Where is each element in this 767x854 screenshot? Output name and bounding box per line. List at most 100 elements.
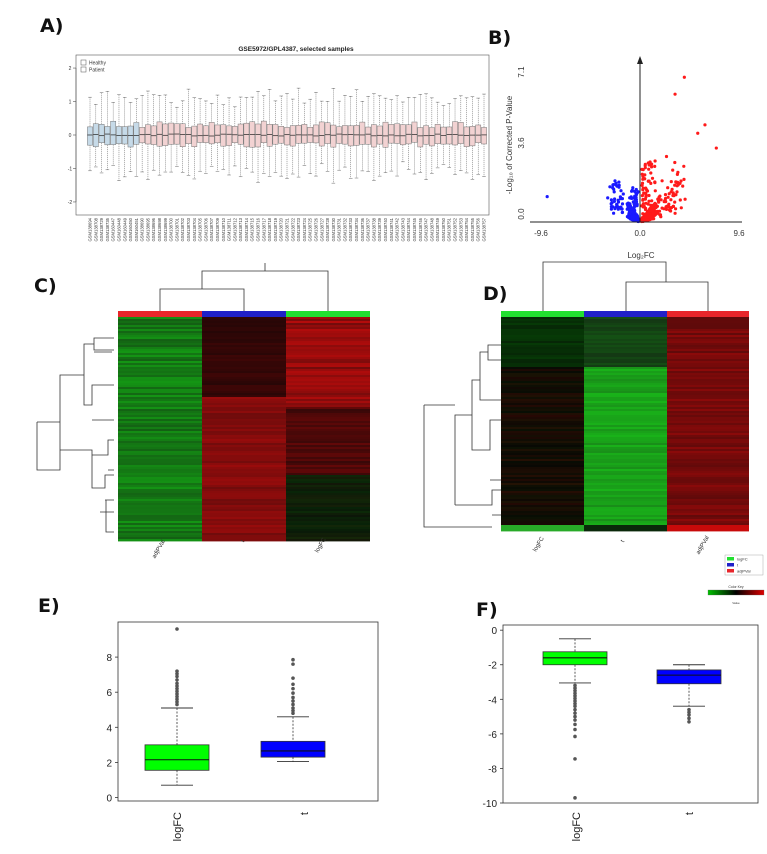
legend-label-logfc: logFC [737,557,748,562]
heatmap-cell [667,371,749,374]
heatmap-cell [584,403,667,406]
panel-a-sample-label: GSM138703 [186,217,191,241]
panel-a-box-body [475,124,482,143]
volcano-point-down [634,187,638,192]
volcano-point-up [667,192,671,196]
panel-a-sample-label: GSM138750 [441,217,446,241]
box-body [144,744,210,771]
heatmap-cell [667,409,749,412]
volcano-point-up [679,206,683,210]
heatmap-cell [584,381,667,384]
panel-a-sample-label: GSM138751 [447,217,452,241]
box-outlier [175,692,179,696]
volcano-point-up [703,123,707,127]
heatmap-cell [202,409,286,412]
heatmap-cell [202,447,286,450]
heatmap-cell [118,505,202,508]
heatmap-cell [584,477,667,480]
panel-a-boxes [87,87,487,184]
volcano-point-up [666,195,670,199]
panel-a-box-body [429,127,435,147]
panel-a-box [237,96,244,178]
panel-d-col-label-0: logFC [533,535,547,552]
heatmap-cell [501,381,584,384]
heatmap-cell [667,401,749,404]
panel-a-box [359,101,366,172]
heatmap-cell [202,363,286,366]
heatmap-cell [286,505,370,508]
heatmap-cell [667,475,749,478]
box-body [260,740,326,758]
heatmap-cell [667,461,749,464]
heatmap-cell [202,399,286,402]
heatmap-cell [202,537,286,540]
heatmap-cell [501,471,584,474]
panel-a-box-body [191,125,198,147]
volcano-point-down [613,179,617,183]
heatmap-cell [501,421,584,424]
heatmap-cell [667,353,749,356]
panel-b-ylabel: -Log₁₀ of Corrected P-Value [505,95,514,194]
legend-swatch-adjpval [727,569,734,573]
legend-label-healthy: Healthy [89,61,106,67]
volcano-point-up [670,187,674,191]
heatmap-cell [202,415,286,418]
legend-label-t: t [737,563,739,568]
panel-a-sample-label: GSM138724 [302,217,307,241]
heatmap-cell [118,401,202,404]
heatmap-cell [667,449,749,452]
heatmap-cell [202,377,286,380]
heatmap-cell [501,495,584,498]
heatmap-cell [501,497,584,500]
heatmap-cell [286,361,370,364]
heatmap-cell [286,509,370,512]
box-outlier [175,671,179,676]
volcano-point-up [647,199,651,203]
panel-a-box [336,100,342,171]
heatmap-cell [584,481,667,484]
panel-a-box-body [347,125,354,147]
heatmap-cell [286,343,370,346]
heatmap-cell [584,443,667,446]
panel-a-box-body [150,125,157,145]
volcano-point-down [609,205,614,209]
heatmap-cell [118,463,202,466]
heatmap-cell [286,523,370,526]
panel-e-y-axis: 0 2 4 6 8 [106,653,118,804]
heatmap-cell [286,335,370,338]
heatmap-cell [584,417,667,420]
heatmap-cell [286,331,370,334]
heatmap-cell [584,513,667,516]
volcano-point-down [630,188,634,192]
volcano-point-up [669,190,673,194]
panel-a-box [330,88,337,184]
volcano-point-down [621,192,625,196]
heatmap-cell [584,433,667,436]
heatmap-cell [118,427,202,430]
heatmap-cell [202,445,286,448]
box-outlier [291,662,295,666]
heatmap-cell [501,383,584,386]
heatmap-cell [202,475,286,478]
box-t [260,657,326,762]
heatmap-cell [501,399,584,402]
heatmap-cell [667,331,749,334]
volcano-point-up [669,180,673,184]
heatmap-cell [286,445,370,448]
box-outlier [573,688,577,693]
panel-a-box-body [168,122,174,145]
heatmap-cell [501,459,584,462]
heatmap-cell [501,317,584,320]
heatmap-cell [584,455,667,458]
heatmap-cell [501,407,584,410]
color-key-title: Color Key [728,585,744,589]
panel-a-sample-label: GSM138726 [313,217,318,241]
panel-a-sample-label: GSM138706 [203,217,208,241]
heatmap-cell [501,341,584,344]
panel-d-col-bar-2 [667,311,749,317]
panel-a-sample-label: GSM138725 [308,217,313,241]
panel-f-frame [502,624,759,804]
heatmap-cell [667,405,749,408]
heatmap-cell [584,475,667,478]
